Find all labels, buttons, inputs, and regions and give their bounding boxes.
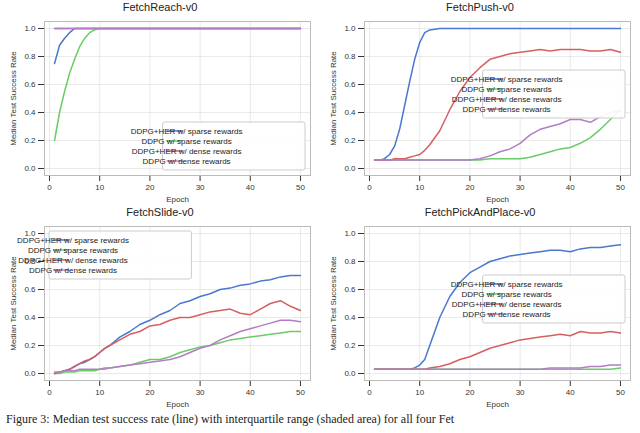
svg-text:20: 20: [465, 183, 474, 192]
svg-text:0: 0: [367, 388, 372, 397]
svg-text:0.8: 0.8: [24, 52, 36, 61]
svg-text:DDPG w/ sparse rewards: DDPG w/ sparse rewards: [28, 246, 118, 255]
svg-text:Median Test Success Rate: Median Test Success Rate: [329, 256, 338, 351]
svg-text:10: 10: [415, 388, 424, 397]
svg-text:0.8: 0.8: [344, 52, 356, 61]
svg-text:DDPG w/ dense rewards: DDPG w/ dense rewards: [143, 157, 231, 166]
svg-text:1.0: 1.0: [344, 24, 356, 33]
svg-text:0.0: 0.0: [24, 164, 36, 173]
svg-text:0.2: 0.2: [24, 136, 36, 145]
svg-text:30: 30: [516, 183, 525, 192]
svg-text:DDPG+HER w/ dense rewards: DDPG+HER w/ dense rewards: [452, 95, 562, 104]
svg-text:0: 0: [367, 183, 372, 192]
svg-text:40: 40: [246, 388, 255, 397]
svg-text:0.0: 0.0: [344, 369, 356, 378]
svg-text:10: 10: [95, 388, 104, 397]
svg-text:Median Test Success Rate: Median Test Success Rate: [9, 256, 18, 351]
svg-text:DDPG w/ sparse rewards: DDPG w/ sparse rewards: [461, 290, 551, 299]
svg-text:20: 20: [145, 183, 154, 192]
svg-text:DDPG+HER w/ dense rewards: DDPG+HER w/ dense rewards: [132, 147, 242, 156]
svg-text:30: 30: [196, 388, 205, 397]
svg-text:40: 40: [246, 183, 255, 192]
svg-text:Epoch: Epoch: [486, 195, 509, 204]
svg-text:0.8: 0.8: [344, 257, 356, 266]
svg-text:0.6: 0.6: [344, 80, 356, 89]
svg-text:50: 50: [296, 388, 305, 397]
svg-text:0.6: 0.6: [24, 285, 36, 294]
svg-text:0.4: 0.4: [24, 313, 36, 322]
svg-text:Median Test Success Rate: Median Test Success Rate: [9, 51, 18, 146]
svg-text:DDPG w/ dense rewards: DDPG w/ dense rewards: [463, 105, 551, 114]
svg-text:10: 10: [415, 183, 424, 192]
svg-text:0: 0: [47, 183, 52, 192]
svg-text:20: 20: [145, 388, 154, 397]
svg-text:0: 0: [47, 388, 52, 397]
svg-text:50: 50: [616, 183, 625, 192]
svg-text:0.2: 0.2: [344, 136, 356, 145]
svg-text:30: 30: [196, 183, 205, 192]
svg-text:DDPG w/ dense rewards: DDPG w/ dense rewards: [29, 266, 117, 275]
svg-text:DDPG w/ sparse rewards: DDPG w/ sparse rewards: [461, 85, 551, 94]
svg-text:50: 50: [616, 388, 625, 397]
svg-text:DDPG+HER w/ sparse rewards: DDPG+HER w/ sparse rewards: [451, 280, 563, 289]
svg-text:40: 40: [566, 183, 575, 192]
svg-text:DDPG+HER w/ sparse rewards: DDPG+HER w/ sparse rewards: [17, 236, 129, 245]
svg-text:0.4: 0.4: [344, 313, 356, 322]
html-text:FetchPush-v0: FetchPush-v0: [446, 1, 514, 13]
svg-text:Epoch: Epoch: [166, 400, 189, 409]
svg-text:DDPG+HER w/ sparse rewards: DDPG+HER w/ sparse rewards: [131, 127, 243, 136]
svg-text:40: 40: [566, 388, 575, 397]
svg-text:0.2: 0.2: [24, 341, 36, 350]
svg-text:DDPG w/ dense rewards: DDPG w/ dense rewards: [463, 310, 551, 319]
svg-text:DDPG+HER w/ dense rewards: DDPG+HER w/ dense rewards: [452, 300, 562, 309]
svg-text:0.2: 0.2: [344, 341, 356, 350]
svg-text:Median Test Success Rate: Median Test Success Rate: [329, 51, 338, 146]
svg-text:Epoch: Epoch: [166, 195, 189, 204]
html-text:FetchPickAndPlace-v0: FetchPickAndPlace-v0: [424, 206, 536, 218]
svg-text:DDPG w/ sparse rewards: DDPG w/ sparse rewards: [141, 137, 231, 146]
svg-text:DDPG+HER w/ dense rewards: DDPG+HER w/ dense rewards: [18, 256, 128, 265]
svg-text:0.6: 0.6: [344, 285, 356, 294]
svg-text:0.6: 0.6: [24, 80, 36, 89]
svg-text:0.0: 0.0: [344, 164, 356, 173]
svg-text:20: 20: [465, 388, 474, 397]
svg-text:1.0: 1.0: [24, 24, 36, 33]
svg-text:1.0: 1.0: [344, 229, 356, 238]
svg-text:10: 10: [95, 183, 104, 192]
svg-text:Epoch: Epoch: [486, 400, 509, 409]
svg-text:30: 30: [516, 388, 525, 397]
svg-text:DDPG+HER w/ sparse rewards: DDPG+HER w/ sparse rewards: [451, 75, 563, 84]
svg-text:1.0: 1.0: [24, 229, 36, 239]
svg-text:0.4: 0.4: [344, 108, 356, 117]
html-text:Figure 3: Median test success: Figure 3: Median test success rate (line…: [6, 412, 455, 426]
svg-text:0.0: 0.0: [24, 369, 36, 378]
svg-text:0.4: 0.4: [24, 108, 36, 117]
svg-text:50: 50: [296, 183, 305, 192]
html-text:FetchSlide-v0: FetchSlide-v0: [126, 206, 194, 218]
html-text:FetchReach-v0: FetchReach-v0: [122, 1, 198, 13]
